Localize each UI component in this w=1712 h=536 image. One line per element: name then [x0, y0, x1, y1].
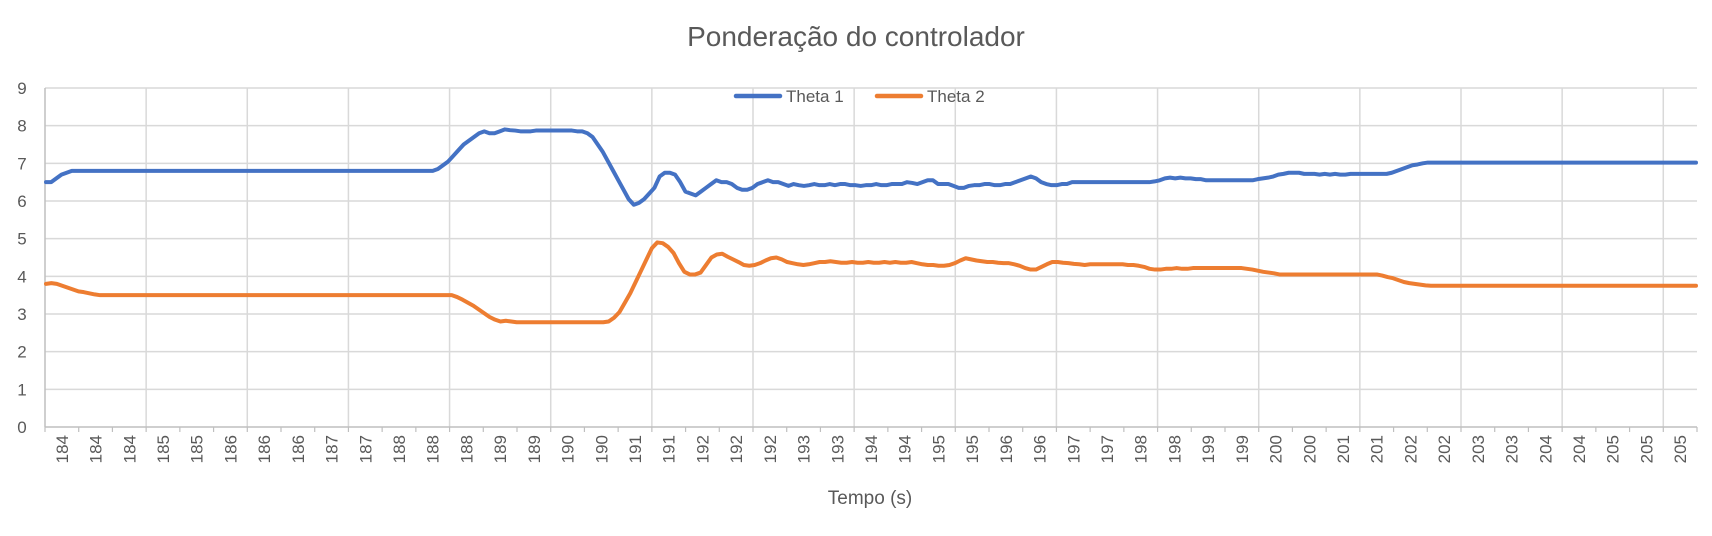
y-tick-label: 9 [17, 79, 26, 98]
y-tick-label: 3 [17, 305, 26, 324]
grid-lines [45, 87, 1697, 427]
x-tick-label: 186 [221, 435, 240, 463]
y-tick-label: 8 [17, 117, 26, 136]
x-tick-label: 197 [1064, 435, 1083, 463]
x-tick-label: 192 [693, 435, 712, 463]
x-tick-label: 192 [727, 435, 746, 463]
x-tick-label: 194 [862, 435, 881, 463]
y-tick-label: 0 [17, 418, 26, 437]
x-tick-label: 184 [53, 435, 72, 463]
legend-label-2: Theta 2 [927, 87, 985, 106]
x-tick-labels: 184 184 184 185 185 186 186 186 187 187 188 188 188 1… [53, 435, 1690, 463]
series-line-2 [44, 240, 1698, 325]
chart-title: Ponderação do controlador [687, 21, 1025, 52]
x-tick-label: 194 [896, 435, 915, 463]
x-tick-label: 204 [1536, 435, 1555, 463]
x-axis-label: Tempo (s) [828, 488, 912, 509]
x-tick-label: 195 [929, 435, 948, 463]
x-tick-label: 185 [154, 435, 173, 463]
x-tick-label: 196 [997, 435, 1016, 463]
x-tick-label: 186 [289, 435, 308, 463]
y-tick-label: 6 [17, 192, 26, 211]
x-tick-label: 198 [1132, 435, 1151, 463]
x-tick-label: 199 [1199, 435, 1218, 463]
x-tick-label: 184 [120, 435, 139, 463]
y-tick-label: 4 [17, 267, 26, 286]
x-tick-label: 186 [255, 435, 274, 463]
x-tick-label: 201 [1334, 435, 1353, 463]
x-tick-label: 193 [828, 435, 847, 463]
x-tick-label: 203 [1469, 435, 1488, 463]
x-tick-label: 202 [1401, 435, 1420, 463]
x-tick-label: 185 [188, 435, 207, 463]
axes [44, 88, 1698, 432]
x-tick-label: 190 [592, 435, 611, 463]
x-tick-label: 188 [424, 435, 443, 463]
x-tick-label: 187 [323, 435, 342, 463]
x-tick-label: 202 [1435, 435, 1454, 463]
x-tick-label: 191 [626, 435, 645, 463]
x-tick-label: 205 [1637, 435, 1656, 463]
x-tick-label: 195 [963, 435, 982, 463]
legend: Theta 1 Theta 2 [733, 87, 985, 106]
x-tick-label: 190 [559, 435, 578, 463]
x-tick-label: 199 [1233, 435, 1252, 463]
y-tick-label: 2 [17, 343, 26, 362]
x-tick-label: 200 [1300, 435, 1319, 463]
x-tick-label: 205 [1671, 435, 1690, 463]
y-tick-label: 7 [17, 154, 26, 173]
series-lines [44, 127, 1698, 325]
x-tick-label: 198 [1165, 435, 1184, 463]
x-tick-label: 203 [1503, 435, 1522, 463]
series-line-1 [44, 127, 1698, 207]
x-tick-label: 196 [1031, 435, 1050, 463]
x-tick-label: 192 [761, 435, 780, 463]
x-tick-label: 188 [457, 435, 476, 463]
x-tick-label: 200 [1267, 435, 1286, 463]
y-tick-label: 5 [17, 230, 26, 249]
x-tick-label: 184 [87, 435, 106, 463]
x-tick-label: 189 [491, 435, 510, 463]
legend-label-1: Theta 1 [786, 87, 844, 106]
x-tick-label: 188 [390, 435, 409, 463]
x-tick-label: 205 [1604, 435, 1623, 463]
x-tick-label: 193 [795, 435, 814, 463]
x-tick-label: 189 [525, 435, 544, 463]
x-tick-label: 201 [1368, 435, 1387, 463]
x-tick-label: 197 [1098, 435, 1117, 463]
y-tick-labels: 0 1 2 3 4 5 6 7 8 9 [17, 79, 26, 437]
x-tick-label: 187 [356, 435, 375, 463]
x-tick-label: 191 [660, 435, 679, 463]
y-tick-label: 1 [17, 380, 26, 399]
x-tick-label: 204 [1570, 435, 1589, 463]
